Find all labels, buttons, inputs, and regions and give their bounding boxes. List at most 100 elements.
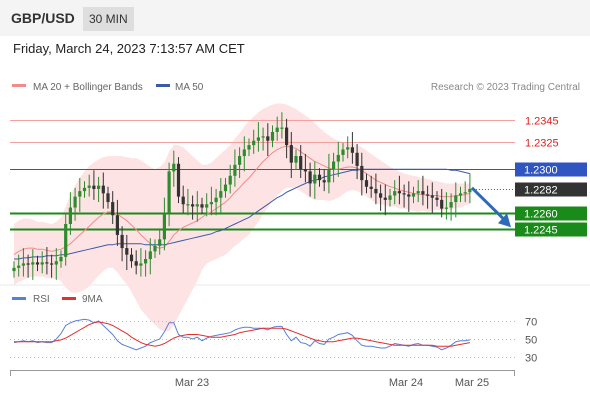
candle-body <box>64 223 68 257</box>
forecast-arrow <box>470 186 511 228</box>
rsi-tick-label: 70 <box>525 317 537 329</box>
candle-bear <box>35 255 40 272</box>
candle-body <box>449 202 453 208</box>
candle-body <box>158 239 162 246</box>
symbol-title: GBP/USD <box>11 10 75 26</box>
timeframe-badge[interactable]: 30 MIN <box>83 7 134 31</box>
support-tag <box>515 222 587 237</box>
candle-bear <box>426 185 430 209</box>
rsi-tick-label: 50 <box>525 335 537 347</box>
candle-bear <box>435 191 439 207</box>
forecast-arrow-head <box>498 213 511 228</box>
candle-body <box>40 262 44 265</box>
candle-bull <box>261 127 265 151</box>
candle-bear <box>383 184 387 216</box>
candle-bull <box>162 197 166 251</box>
candle-body <box>120 234 124 249</box>
candle-body <box>369 186 373 189</box>
candle-bull <box>444 192 448 220</box>
candle-body <box>209 202 213 205</box>
candle-bull <box>31 249 35 280</box>
pivot-label: 1.2300 <box>524 165 558 177</box>
candle-bull <box>214 188 218 216</box>
candle-bull <box>68 192 72 235</box>
candle-body <box>144 259 148 264</box>
candle-bear <box>200 197 204 215</box>
candle-body <box>125 248 129 255</box>
candle-body <box>12 267 16 272</box>
candles <box>12 112 472 280</box>
legend-swatch-rsi <box>12 297 26 300</box>
candle-body <box>228 175 232 185</box>
candle-body <box>45 262 49 264</box>
candle-body <box>167 171 171 214</box>
candle-body <box>54 261 58 265</box>
candle-body <box>87 185 91 188</box>
candle-body <box>35 262 40 265</box>
candle-body <box>176 163 181 197</box>
candle-bull <box>59 250 63 268</box>
time-axis: Mar 23 Mar 24 Mar 25 <box>10 370 515 389</box>
candle-body <box>440 199 444 209</box>
candle-body <box>214 197 218 203</box>
candle-bull <box>64 213 68 266</box>
candle-body <box>205 204 209 208</box>
candle-bear <box>26 254 30 278</box>
candle-body <box>308 171 312 184</box>
candle-bear <box>50 254 54 278</box>
candle-bull <box>242 136 246 172</box>
candle-bull <box>346 136 350 159</box>
candle-body <box>397 191 401 194</box>
candle-bull <box>153 239 157 258</box>
candle-bear <box>176 157 181 204</box>
candle-bull <box>275 116 279 141</box>
candle-bull <box>158 228 162 255</box>
ma20-line <box>13 145 471 256</box>
candle-bear <box>92 170 96 200</box>
forecast-arrow-shaft <box>470 186 508 223</box>
candle-body <box>82 187 87 192</box>
candle-body <box>435 197 439 200</box>
candle-body <box>463 192 467 194</box>
candle-body <box>374 188 378 194</box>
legend-label-ma20: MA 20 + Bollinger Bands <box>33 82 143 93</box>
rsi-panel: 70 50 30 <box>10 317 537 365</box>
price-levels <box>10 120 515 231</box>
candle-body <box>134 261 138 266</box>
candle-bear <box>430 182 434 214</box>
top-bar: GBP/USD 30 MIN <box>0 0 590 36</box>
candle-body <box>280 127 284 129</box>
candle-bull <box>332 152 336 183</box>
candle-bull <box>21 248 25 277</box>
candle-bull <box>468 173 472 204</box>
candle-bull <box>186 188 190 216</box>
candle-body <box>270 131 275 141</box>
candle-bear <box>45 246 49 275</box>
candle-bull <box>228 164 232 194</box>
candle-bear <box>111 191 115 224</box>
candle-body <box>97 185 101 189</box>
candle-body <box>388 195 392 200</box>
candle-bull <box>458 186 463 203</box>
candle-body <box>191 204 195 207</box>
candle-bull <box>139 248 143 277</box>
candle-bull <box>78 177 82 212</box>
legend-label-rsi-ma: 9MA <box>82 294 103 305</box>
candle-body <box>407 194 411 197</box>
legend-swatch-ma20 <box>12 84 26 87</box>
candle-bear <box>285 118 289 159</box>
time-axis-label: Mar 25 <box>455 377 489 389</box>
candle-body <box>322 180 326 183</box>
candle-body <box>195 204 199 207</box>
ma50-line <box>14 168 471 260</box>
candle-body <box>68 207 72 224</box>
pivot-tag <box>515 162 587 177</box>
candle-bear <box>407 181 411 212</box>
candle-bear <box>289 131 293 178</box>
resistance-label: 1.2325 <box>525 138 559 150</box>
candle-body <box>223 184 228 192</box>
candle-bull <box>195 191 199 222</box>
candle-bull <box>144 250 148 277</box>
candle-body <box>26 263 30 265</box>
